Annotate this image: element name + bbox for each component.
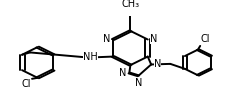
Text: N: N — [150, 34, 157, 44]
Text: Cl: Cl — [21, 79, 31, 89]
Text: NH: NH — [83, 52, 97, 62]
Text: CH₃: CH₃ — [121, 0, 139, 9]
Text: Cl: Cl — [200, 34, 210, 44]
Text: N: N — [103, 34, 110, 44]
Text: N: N — [134, 78, 141, 88]
Text: N: N — [153, 59, 161, 69]
Text: N: N — [118, 68, 126, 77]
